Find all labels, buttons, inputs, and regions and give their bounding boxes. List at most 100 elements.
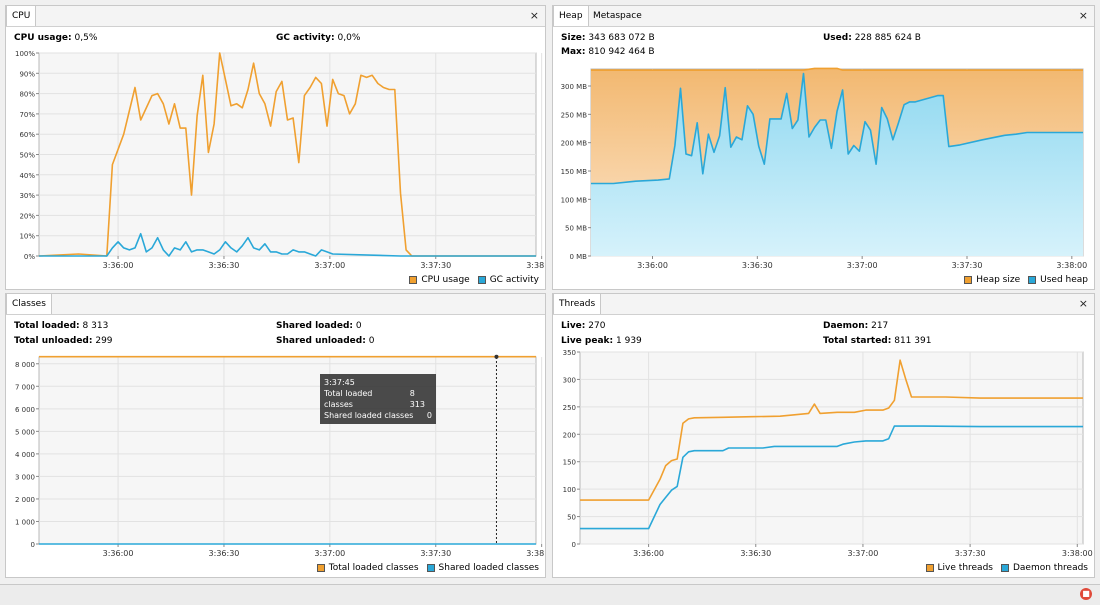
series-line bbox=[591, 72, 1083, 185]
close-icon[interactable]: × bbox=[1078, 297, 1088, 310]
y-tick-label: 7 000 bbox=[15, 383, 35, 391]
heap-size-stat: Size: 343 683 072 B bbox=[561, 33, 655, 43]
stat-value: 1 939 bbox=[616, 336, 642, 346]
x-tick-label: 3:36:00 bbox=[103, 261, 134, 270]
y-tick-label: 20% bbox=[19, 212, 35, 220]
x-tick-label: 3:36:00 bbox=[633, 549, 664, 558]
y-tick-label: 5 000 bbox=[15, 428, 35, 436]
x-tick-label: 3:38:00 bbox=[1056, 261, 1087, 270]
live-stat: Live: 270 bbox=[561, 321, 605, 331]
x-tick-label: 3:36:30 bbox=[209, 261, 240, 270]
tooltip-label: Shared loaded classes bbox=[324, 411, 414, 420]
tab-metaspace[interactable]: Metaspace bbox=[593, 11, 642, 21]
classes-tab-bar: Classes bbox=[6, 294, 545, 315]
x-tick-label: 3:36:00 bbox=[103, 549, 134, 558]
x-tick-label: 3:37:30 bbox=[420, 549, 451, 558]
close-icon[interactable]: × bbox=[1078, 9, 1088, 22]
stat-label: Total started: bbox=[823, 336, 892, 346]
stat-value: 228 885 624 B bbox=[854, 33, 921, 43]
stat-value: 217 bbox=[871, 321, 889, 331]
chart-tooltip: 3:37:45 Total loaded classes 8 313 Shared… bbox=[320, 374, 436, 424]
x-tick-label: 3:36:30 bbox=[740, 549, 771, 558]
threads-panel: Threads × Live: 270 Live peak: 1 939 Dae… bbox=[552, 293, 1095, 578]
total-loaded-stat: Total loaded: 8 313 bbox=[14, 321, 108, 331]
classes-chart: 0 1 000 2 000 3 000 4 000 5 000 6 000 7 000 8 00… bbox=[15, 354, 545, 558]
y-tick-label: 0 MB bbox=[569, 253, 587, 261]
y-tick-label: 8 000 bbox=[15, 361, 35, 369]
y-tick-label: 250 MB bbox=[561, 111, 588, 119]
tab-classes[interactable]: Classes bbox=[6, 294, 52, 314]
stat-label: Live: bbox=[561, 321, 586, 331]
series-line bbox=[580, 425, 1083, 530]
tooltip-value: 8 313 bbox=[409, 389, 425, 409]
threads-tab-bar: Threads × bbox=[553, 294, 1094, 315]
legend-swatch-heap-size bbox=[964, 276, 973, 284]
legend-swatch-total-loaded bbox=[316, 564, 325, 572]
series-line bbox=[39, 232, 536, 257]
stat-value: 0 bbox=[355, 321, 362, 331]
y-tick-label: 2 000 bbox=[15, 496, 35, 504]
legend-swatch-shared-loaded bbox=[426, 564, 435, 572]
shared-loaded-stat: Shared loaded: 0 bbox=[276, 321, 362, 331]
y-tick-label: 6 000 bbox=[15, 406, 35, 414]
stat-value: 0 bbox=[368, 336, 375, 346]
classes-legend: Total loaded classes Shared loaded class… bbox=[316, 563, 539, 573]
legend-daemon-threads: Daemon threads bbox=[1012, 563, 1088, 573]
y-tick-label: 50 MB bbox=[565, 225, 587, 233]
tooltip-time: 3:37:45 bbox=[324, 378, 355, 387]
y-tick-label: 150 bbox=[563, 459, 576, 467]
y-tick-label: 4 000 bbox=[15, 451, 35, 459]
stat-value: 299 bbox=[95, 336, 113, 346]
y-tick-label: 300 MB bbox=[561, 83, 588, 91]
y-tick-label: 0 bbox=[572, 541, 576, 549]
cpu-usage-stat: CPU usage: 0,5% bbox=[14, 33, 97, 43]
series-line bbox=[38, 52, 536, 257]
stat-value: 0,0% bbox=[337, 33, 361, 43]
x-tick-label: 3:37:30 bbox=[420, 261, 451, 270]
x-tick-label: 3:37:00 bbox=[314, 261, 345, 270]
x-tick-label: 3:37:00 bbox=[848, 549, 879, 558]
x-tick-label: 3:37:30 bbox=[952, 261, 983, 270]
y-tick-label: 30% bbox=[19, 192, 35, 200]
x-tick-label: 3:38:00 bbox=[526, 549, 545, 558]
stat-label: CPU usage: bbox=[14, 33, 72, 43]
tab-cpu[interactable]: CPU bbox=[6, 6, 37, 26]
stat-value: 270 bbox=[588, 321, 606, 331]
y-tick-label: 350 bbox=[563, 349, 576, 357]
y-tick-label: 0% bbox=[24, 253, 35, 261]
heap-used-stat: Used: 228 885 624 B bbox=[823, 33, 921, 43]
x-tick-label: 3:37:30 bbox=[955, 549, 986, 558]
plot-area bbox=[579, 351, 1084, 545]
cpu-tab-bar: CPU × bbox=[6, 6, 545, 27]
x-tick-label: 3:36:30 bbox=[742, 261, 773, 270]
close-icon[interactable]: × bbox=[529, 9, 539, 22]
y-tick-label: 200 bbox=[563, 431, 576, 439]
stat-label: Total loaded: bbox=[14, 321, 80, 331]
y-tick-label: 60% bbox=[19, 131, 35, 139]
cpu-panel: CPU × CPU usage: 0,5% GC activity: 0,0% … bbox=[5, 5, 546, 290]
x-tick-label: 3:38:00 bbox=[526, 261, 545, 270]
legend-swatch-used-heap bbox=[1028, 276, 1037, 284]
x-tick-label: 3:36:00 bbox=[637, 261, 668, 270]
heap-chart: 0 MB 50 MB 100 MB 150 MB 200 MB 250 MB 300 MB 3… bbox=[561, 67, 1087, 270]
stat-value: 8 313 bbox=[82, 321, 109, 331]
cpu-chart: 0% 10% 20% 30% 40% 50% 60% 70% 80% 90% 100% 3:36:00… bbox=[15, 50, 545, 270]
stop-icon[interactable]: ■ bbox=[1080, 588, 1092, 600]
legend-swatch-daemon-threads bbox=[1000, 564, 1009, 572]
y-tick-label: 250 bbox=[563, 404, 576, 412]
y-tick-label: 1 000 bbox=[15, 518, 35, 526]
threads-legend: Live threads Daemon threads bbox=[925, 563, 1088, 573]
y-tick-label: 50% bbox=[19, 152, 35, 160]
y-tick-label: 40% bbox=[19, 172, 35, 180]
y-tick-label: 100% bbox=[15, 50, 35, 58]
tooltip-label: Total loaded classes bbox=[324, 389, 373, 409]
tab-threads[interactable]: Threads bbox=[553, 294, 602, 314]
stat-label: Shared unloaded: bbox=[276, 336, 366, 346]
tab-heap[interactable]: Heap bbox=[553, 6, 589, 26]
y-tick-label: 70% bbox=[19, 111, 35, 119]
plot-area bbox=[38, 356, 537, 545]
legend-swatch-gc-activity bbox=[477, 276, 486, 284]
stat-label: GC activity: bbox=[276, 33, 335, 43]
stat-value: 811 391 bbox=[894, 336, 932, 346]
y-tick-label: 80% bbox=[19, 91, 35, 99]
